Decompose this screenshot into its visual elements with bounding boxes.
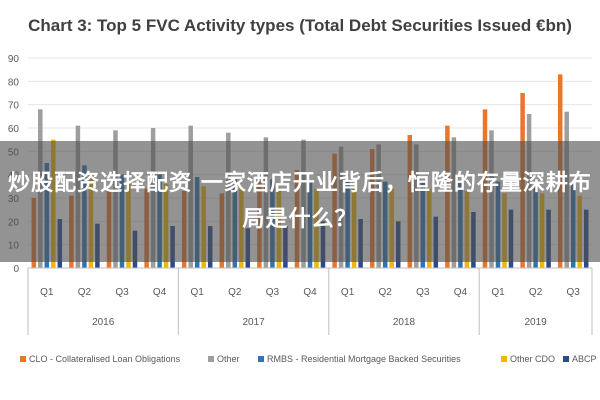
chart-title: Chart 3: Top 5 FVC Activity types (Total… [28,16,572,35]
x-tick-label: Q3 [115,287,129,298]
y-tick-label: 90 [8,54,20,65]
legend-swatch [20,356,26,362]
x-tick-label: Q3 [567,287,581,298]
x-tick-label: Q4 [303,287,317,298]
legend-label: Other [217,354,240,364]
legend-label: Other CDO [510,354,555,364]
year-label: 2016 [92,317,115,328]
x-tick-label: Q3 [266,287,280,298]
year-label: 2019 [524,317,547,328]
x-tick-label: Q1 [491,287,505,298]
x-tick-label: Q4 [454,287,468,298]
x-tick-label: Q2 [529,287,543,298]
x-tick-label: Q2 [228,287,242,298]
y-tick-label: 60 [8,124,20,135]
legend-label: ABCP [572,354,597,364]
y-tick-label: 70 [8,101,20,112]
legend-swatch [258,356,264,362]
year-label: 2017 [242,317,265,328]
legend: CLO - Collateralised Loan Obligations Oth… [20,354,597,364]
y-tick-label: 0 [13,264,19,275]
legend-label: RMBS - Residential Mortgage Backed Secur… [267,354,461,364]
legend-swatch [563,356,569,362]
x-tick-label: Q4 [153,287,167,298]
legend-swatch [501,356,507,362]
x-axis: Q1 Q2 Q3 Q4 Q1 Q2 Q3 Q4 Q1 Q2 Q3 Q4 Q1 Q2 Q3 2016 2017 20… [27,267,593,335]
x-tick-label: Q3 [416,287,430,298]
year-label: 2018 [393,317,416,328]
x-tick-label: Q1 [341,287,355,298]
legend-label: CLO - Collateralised Loan Obligations [29,354,181,364]
legend-swatch [208,356,214,362]
x-tick-label: Q2 [379,287,393,298]
x-tick-label: Q1 [40,287,54,298]
y-tick-label: 80 [8,77,20,88]
x-tick-label: Q2 [78,287,92,298]
x-tick-label: Q1 [191,287,205,298]
headline-text: 炒股配资选择配资 一家酒店开业背后，恒隆的存量深耕布局是什么？ [8,170,592,232]
headline-overlay: 炒股配资选择配资 一家酒店开业背后，恒隆的存量深耕布局是什么？ [0,141,600,262]
